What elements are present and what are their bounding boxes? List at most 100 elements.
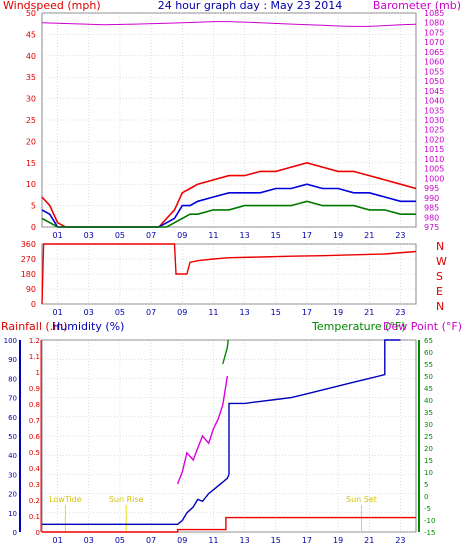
temperature-tick-label: 35 bbox=[424, 409, 433, 417]
humidity-tick-label: 20 bbox=[8, 491, 17, 499]
atmos-hour-label: 11 bbox=[208, 536, 218, 545]
rainfall-tick-label: 0.2 bbox=[29, 497, 40, 505]
direction-series bbox=[41, 243, 417, 305]
wind-tick-label: 0 bbox=[31, 223, 36, 232]
compass-label: E bbox=[436, 285, 443, 298]
wind-hour-label: 13 bbox=[239, 231, 249, 240]
wind-series-low bbox=[41, 200, 416, 228]
direction-hour-label: 07 bbox=[146, 308, 156, 317]
rainfall-tick-label: 1.1 bbox=[29, 353, 40, 361]
rainfall-tick-label: 0.9 bbox=[29, 385, 40, 393]
wind-tick-label: 25 bbox=[26, 116, 36, 125]
humidity-tick-label: 60 bbox=[8, 414, 17, 422]
wind-axis-label: Windspeed (mph) bbox=[3, 0, 101, 12]
event-label: Sun Rise bbox=[109, 495, 144, 504]
barometer-tick-label: 980 bbox=[424, 213, 439, 222]
direction-hour-label: 05 bbox=[115, 308, 125, 317]
compass-label: N bbox=[436, 240, 444, 253]
wind-hour-label: 23 bbox=[395, 231, 405, 240]
graph-title: 24 hour graph day : May 23 2014 bbox=[158, 0, 343, 12]
atmos-hour-label: 07 bbox=[146, 536, 156, 545]
event-label: LowTide bbox=[49, 495, 82, 504]
barometer-tick-label: 1085 bbox=[424, 9, 444, 18]
barometer-tick-label: 1010 bbox=[424, 155, 444, 164]
rainfall-tick-label: 1 bbox=[36, 369, 40, 377]
direction-hour-label: 13 bbox=[239, 308, 249, 317]
rainfall-tick-label: 0.4 bbox=[29, 465, 41, 473]
humidity-tick-label: 0 bbox=[13, 529, 17, 537]
wind-series-barometer bbox=[41, 21, 417, 27]
barometer-tick-label: 1005 bbox=[424, 165, 444, 174]
wind-tick-label: 10 bbox=[26, 180, 36, 189]
rainfall-tick-label: 0.8 bbox=[29, 401, 40, 409]
direction-hour-label: 19 bbox=[333, 308, 343, 317]
atmos-series-humidity bbox=[42, 339, 401, 525]
direction-hour-label: 15 bbox=[271, 308, 281, 317]
temperature-tick-label: 55 bbox=[424, 361, 433, 369]
wind-hour-label: 17 bbox=[302, 231, 312, 240]
atmos-hour-label: 23 bbox=[395, 536, 405, 545]
direction-tick-label: 180 bbox=[21, 270, 36, 279]
wind-tick-label: 5 bbox=[31, 202, 36, 211]
atmos-hour-label: 05 bbox=[115, 536, 125, 545]
wind-tick-label: 35 bbox=[26, 73, 36, 82]
direction-hour-label: 23 bbox=[395, 308, 405, 317]
chart-layer: 0510152025303540455097598098599099510001… bbox=[4, 9, 447, 545]
wind-hour-label: 19 bbox=[333, 231, 343, 240]
barometer-tick-label: 1015 bbox=[424, 145, 444, 154]
humidity-tick-label: 70 bbox=[8, 395, 17, 403]
barometer-tick-label: 1035 bbox=[424, 106, 444, 115]
compass-label: W bbox=[436, 255, 447, 268]
atmos-hour-label: 17 bbox=[302, 536, 312, 545]
direction-hour-label: 17 bbox=[302, 308, 312, 317]
atmos-series-rainfall bbox=[42, 516, 416, 533]
rainfall-tick-label: 1.2 bbox=[29, 337, 40, 345]
direction-hour-label: 09 bbox=[177, 308, 187, 317]
barometer-tick-label: 1000 bbox=[424, 174, 444, 183]
atmos-series-dew_point bbox=[176, 375, 229, 485]
barometer-tick-label: 985 bbox=[424, 204, 439, 213]
barometer-tick-label: 1065 bbox=[424, 48, 444, 57]
rainfall-tick-label: 0 bbox=[36, 529, 40, 537]
barometer-tick-label: 1045 bbox=[424, 87, 444, 96]
temperature-tick-label: -5 bbox=[424, 505, 431, 513]
direction-tick-label: 0 bbox=[31, 300, 36, 309]
direction-hour-label: 11 bbox=[208, 308, 218, 317]
direction-tick-label: 90 bbox=[26, 285, 36, 294]
temperature-tick-label: 45 bbox=[424, 385, 433, 393]
humidity-tick-label: 90 bbox=[8, 356, 17, 364]
humidity-tick-label: 10 bbox=[8, 510, 17, 518]
barometer-tick-label: 990 bbox=[424, 194, 439, 203]
atmos-hour-label: 21 bbox=[364, 536, 374, 545]
direction-hour-label: 01 bbox=[52, 308, 62, 317]
direction-hour-label: 21 bbox=[364, 308, 374, 317]
wind-tick-label: 30 bbox=[26, 95, 36, 104]
temperature-tick-label: 50 bbox=[424, 373, 433, 381]
temperature-tick-label: 30 bbox=[424, 421, 433, 429]
humidity-tick-label: 80 bbox=[8, 375, 17, 383]
barometer-tick-label: 1020 bbox=[424, 135, 444, 144]
rainfall-tick-label: 0.3 bbox=[29, 481, 40, 489]
barometer-tick-label: 1070 bbox=[424, 38, 444, 47]
direction-hour-label: 03 bbox=[84, 308, 94, 317]
barometer-tick-label: 1040 bbox=[424, 97, 444, 106]
atmos-hour-label: 15 bbox=[271, 536, 281, 545]
temperature-tick-label: 10 bbox=[424, 469, 433, 477]
atmos-hour-label: 09 bbox=[177, 536, 187, 545]
temperature-tick-label: 25 bbox=[424, 433, 433, 441]
wind-tick-label: 15 bbox=[26, 159, 36, 168]
wind-hour-label: 09 bbox=[177, 231, 187, 240]
atmos-hour-label: 19 bbox=[333, 536, 343, 545]
temperature-tick-label: -15 bbox=[424, 529, 435, 537]
humidity-tick-label: 40 bbox=[8, 452, 17, 460]
barometer-tick-label: 975 bbox=[424, 223, 439, 232]
wind-hour-label: 01 bbox=[52, 231, 62, 240]
atmos-hour-label: 01 bbox=[52, 536, 62, 545]
barometer-tick-label: 995 bbox=[424, 184, 439, 193]
temperature-tick-label: 15 bbox=[424, 457, 433, 465]
wind-hour-label: 15 bbox=[271, 231, 281, 240]
atmos-hour-label: 03 bbox=[84, 536, 94, 545]
dew-point-axis-label: Dew Point (°F) bbox=[383, 320, 462, 333]
